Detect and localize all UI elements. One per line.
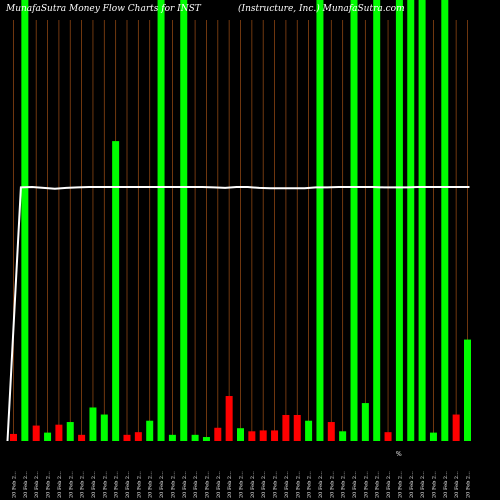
x-tick-label: 20 Feb 2... [204, 471, 210, 498]
bar [282, 414, 290, 441]
x-tick-label: 20 Feb 2... [170, 471, 176, 498]
bar [316, 0, 324, 441]
x-tick-label: 20 Feb 2... [454, 471, 460, 498]
bar [373, 0, 381, 441]
x-tick-label: 20 Feb 2... [91, 471, 97, 498]
bar [202, 437, 210, 441]
bar [66, 422, 74, 441]
bars-layer [10, 0, 471, 441]
x-tick-label: 20 Feb 2... [431, 471, 437, 498]
x-tick-label: 20 Feb 2... [397, 471, 403, 498]
bar [418, 0, 426, 441]
bar [21, 0, 29, 441]
x-tick-label: 20 Feb 2... [341, 471, 347, 498]
x-tick-label: 20 Feb 2... [363, 471, 369, 498]
x-tick-label: 20 Feb 2... [352, 471, 358, 498]
bar [55, 424, 63, 441]
bar [271, 430, 279, 441]
x-tick-label: 20 Feb 2... [182, 471, 188, 498]
x-tick-label: 20 Feb 2... [46, 471, 52, 498]
x-tick-label: 20 Feb 2... [284, 471, 290, 498]
bar [112, 141, 120, 441]
x-tick-label: 20 Feb 2... [227, 471, 233, 498]
x-tick-label: 20 Feb 2... [261, 471, 267, 498]
x-tick-label: 20 Feb 2... [125, 471, 131, 498]
bar [134, 432, 142, 441]
chart-title: MunafaSutra Money Flow Charts for INST [6, 4, 201, 14]
x-tick-label: 20 Feb 2... [57, 471, 63, 498]
x-tick-label: 20 Feb 2... [68, 471, 74, 498]
bar [429, 432, 437, 441]
x-tick-label: 20 Feb 2... [216, 471, 222, 498]
bar [191, 434, 199, 441]
x-tick-label: 20 Feb 2... [409, 471, 415, 498]
bar [44, 432, 52, 441]
x-tick-label: 20 Feb 2... [295, 471, 301, 498]
bar [441, 0, 449, 441]
x-tick-label: 20 Feb 2... [273, 471, 279, 498]
x-tick-label: 20 Feb 2... [329, 471, 335, 498]
bar [361, 403, 369, 441]
price-line-layer [6, 185, 470, 442]
chart-subtitle: (Instructure, Inc.) MunafaSutra.com [238, 4, 405, 14]
price-line [6, 185, 470, 442]
x-tick-label: 20 Feb 2... [239, 471, 245, 498]
bar [168, 434, 176, 441]
x-tick-label: 20 Feb 2... [307, 471, 313, 498]
x-tick-label: 20 Feb 2... [114, 471, 120, 498]
bar [339, 431, 347, 441]
x-axis-tick-labels: 20 Feb 2... 20 Feb 2... 20 Feb 2... 20 Feb … [12, 471, 472, 498]
bar [327, 422, 335, 441]
bar [89, 407, 97, 441]
x-tick-label: 20 Feb 2... [443, 471, 449, 498]
bar [123, 434, 131, 441]
bar [100, 414, 108, 441]
x-tick-label: 20 Feb 2... [466, 471, 472, 498]
percent-annotation: % [396, 451, 402, 458]
x-tick-label: 20 Feb 2... [250, 471, 256, 498]
bar [32, 425, 40, 441]
bar [10, 433, 17, 441]
bar [259, 430, 267, 441]
x-tick-label: 20 Feb 2... [12, 471, 18, 498]
bar [225, 396, 233, 441]
bar [180, 0, 188, 441]
x-tick-label: 20 Feb 2... [80, 471, 86, 498]
x-tick-label: 20 Feb 2... [102, 471, 108, 498]
bar [305, 420, 313, 441]
bar [384, 432, 392, 441]
x-tick-label: 20 Feb 2... [318, 471, 324, 498]
x-tick-label: 20 Feb 2... [386, 471, 392, 498]
bar [350, 0, 358, 441]
bar [214, 427, 222, 441]
bar [452, 414, 460, 441]
bar [157, 0, 165, 441]
bar [293, 414, 301, 441]
x-tick-label: 20 Feb 2... [420, 471, 426, 498]
bar [407, 0, 415, 441]
x-tick-label: 20 Feb 2... [136, 471, 142, 498]
bar [146, 420, 154, 441]
x-tick-label: 20 Feb 2... [23, 471, 29, 498]
bar [248, 431, 256, 441]
x-tick-label: 20 Feb 2... [193, 471, 199, 498]
x-tick-label: 20 Feb 2... [159, 471, 165, 498]
x-tick-label: 20 Feb 2... [148, 471, 154, 498]
bar [78, 434, 86, 441]
bar [237, 428, 244, 441]
bar [464, 339, 471, 441]
x-tick-label: 20 Feb 2... [34, 471, 40, 498]
x-tick-label: 20 Feb 2... [375, 471, 381, 498]
bar [395, 0, 403, 441]
